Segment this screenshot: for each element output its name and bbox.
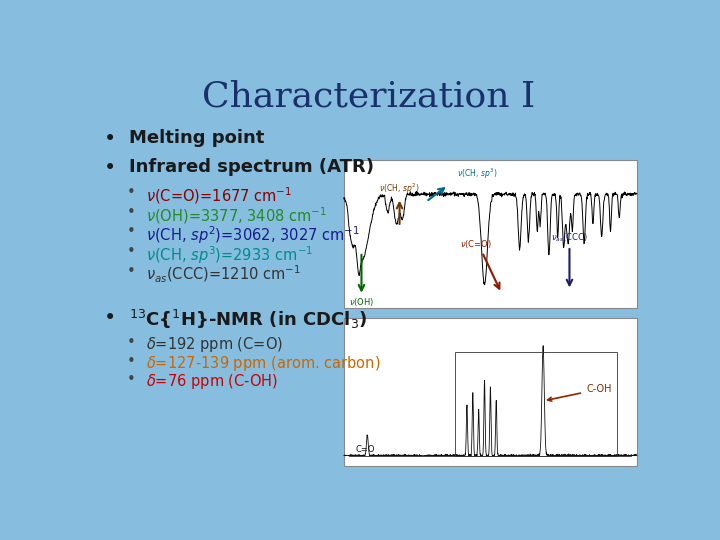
- Text: $\nu$(CH, $\mathit{sp}^2$): $\nu$(CH, $\mathit{sp}^2$): [379, 181, 420, 195]
- Text: $\nu$(CH, $\mathit{sp}^3$): $\nu$(CH, $\mathit{sp}^3$): [456, 166, 497, 181]
- Text: •: •: [126, 205, 135, 220]
- Text: $\nu$(CH, $\mathit{sp}^2$)=3062, 3027 cm$^{-1}$: $\nu$(CH, $\mathit{sp}^2$)=3062, 3027 cm…: [145, 225, 360, 246]
- Text: •: •: [126, 354, 135, 369]
- Text: $\nu_{as}$(CCC): $\nu_{as}$(CCC): [551, 232, 588, 244]
- Text: Melting point: Melting point: [129, 129, 264, 147]
- Text: $\nu$(C=O): $\nu$(C=O): [461, 238, 492, 250]
- Text: $\nu$(CH, $\mathit{sp}^3$)=2933 cm$^{-1}$: $\nu$(CH, $\mathit{sp}^3$)=2933 cm$^{-1}…: [145, 244, 313, 266]
- Text: •: •: [104, 158, 116, 178]
- Text: $\delta$=76 ppm (C-OH): $\delta$=76 ppm (C-OH): [145, 373, 278, 392]
- Text: Infrared spectrum (ATR): Infrared spectrum (ATR): [129, 158, 374, 177]
- Text: $\nu$(OH)=3377, 3408 cm$^{-1}$: $\nu$(OH)=3377, 3408 cm$^{-1}$: [145, 205, 327, 226]
- Text: •: •: [104, 129, 116, 149]
- Text: $\delta$=192 ppm (C=O): $\delta$=192 ppm (C=O): [145, 335, 283, 354]
- Text: •: •: [126, 373, 135, 388]
- Text: •: •: [104, 308, 116, 328]
- Text: Characterization I: Characterization I: [202, 79, 536, 113]
- Text: $\nu$(OH): $\nu$(OH): [348, 296, 374, 308]
- Text: •: •: [126, 185, 135, 200]
- Text: C-OH: C-OH: [548, 384, 611, 401]
- Text: •: •: [126, 335, 135, 350]
- Text: •: •: [126, 225, 135, 239]
- FancyBboxPatch shape: [344, 160, 637, 308]
- Text: $\delta$=127-139 ppm (arom. carbon): $\delta$=127-139 ppm (arom. carbon): [145, 354, 380, 373]
- Text: •: •: [126, 264, 135, 279]
- Text: $\nu$(C=O)=1677 cm$^{-1}$: $\nu$(C=O)=1677 cm$^{-1}$: [145, 185, 292, 206]
- Text: $\nu_{as}$(CCC)=1210 cm$^{-1}$: $\nu_{as}$(CCC)=1210 cm$^{-1}$: [145, 264, 301, 285]
- Text: $^{13}$C{$^1$H}-NMR (in CDCl$_3$): $^{13}$C{$^1$H}-NMR (in CDCl$_3$): [129, 308, 367, 331]
- FancyBboxPatch shape: [344, 319, 637, 466]
- Text: C=O: C=O: [356, 444, 375, 454]
- Text: •: •: [126, 244, 135, 259]
